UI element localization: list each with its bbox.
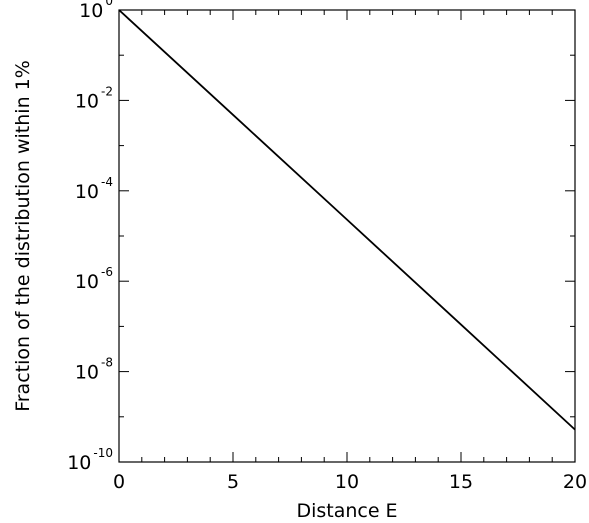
plot-frame: [118, 9, 576, 463]
y-tick-label: 10: [75, 271, 99, 293]
y-tick-label: 10: [75, 90, 99, 112]
series-lines: [118, 9, 576, 431]
y-tick-label: 10: [75, 362, 99, 384]
x-tick-label: 15: [449, 471, 473, 493]
x-axis-title: Distance E: [296, 500, 397, 522]
y-tick-exponent: -10: [93, 446, 113, 460]
x-tick-label: 5: [227, 471, 239, 493]
y-tick-exponent: -8: [101, 356, 113, 370]
y-tick-exponent: -4: [101, 175, 113, 189]
y-tick-exponent: -2: [101, 84, 113, 98]
x-tick-label: 10: [335, 471, 359, 493]
x-tick-label: 0: [113, 471, 125, 493]
series-line: [118, 9, 576, 431]
y-axis-title: Fraction of the distribution within 1%: [12, 60, 34, 412]
axis-ticks: [118, 9, 576, 463]
y-tick-label: 10: [67, 452, 91, 474]
y-tick-label: 10: [79, 0, 103, 22]
y-tick-exponent: -6: [101, 265, 113, 279]
x-tick-label: 20: [563, 471, 587, 493]
y-tick-label: 10: [75, 181, 99, 203]
y-tick-exponent: 0: [105, 0, 113, 8]
x-tick-labels: 0 5 10 15 20: [113, 471, 587, 493]
